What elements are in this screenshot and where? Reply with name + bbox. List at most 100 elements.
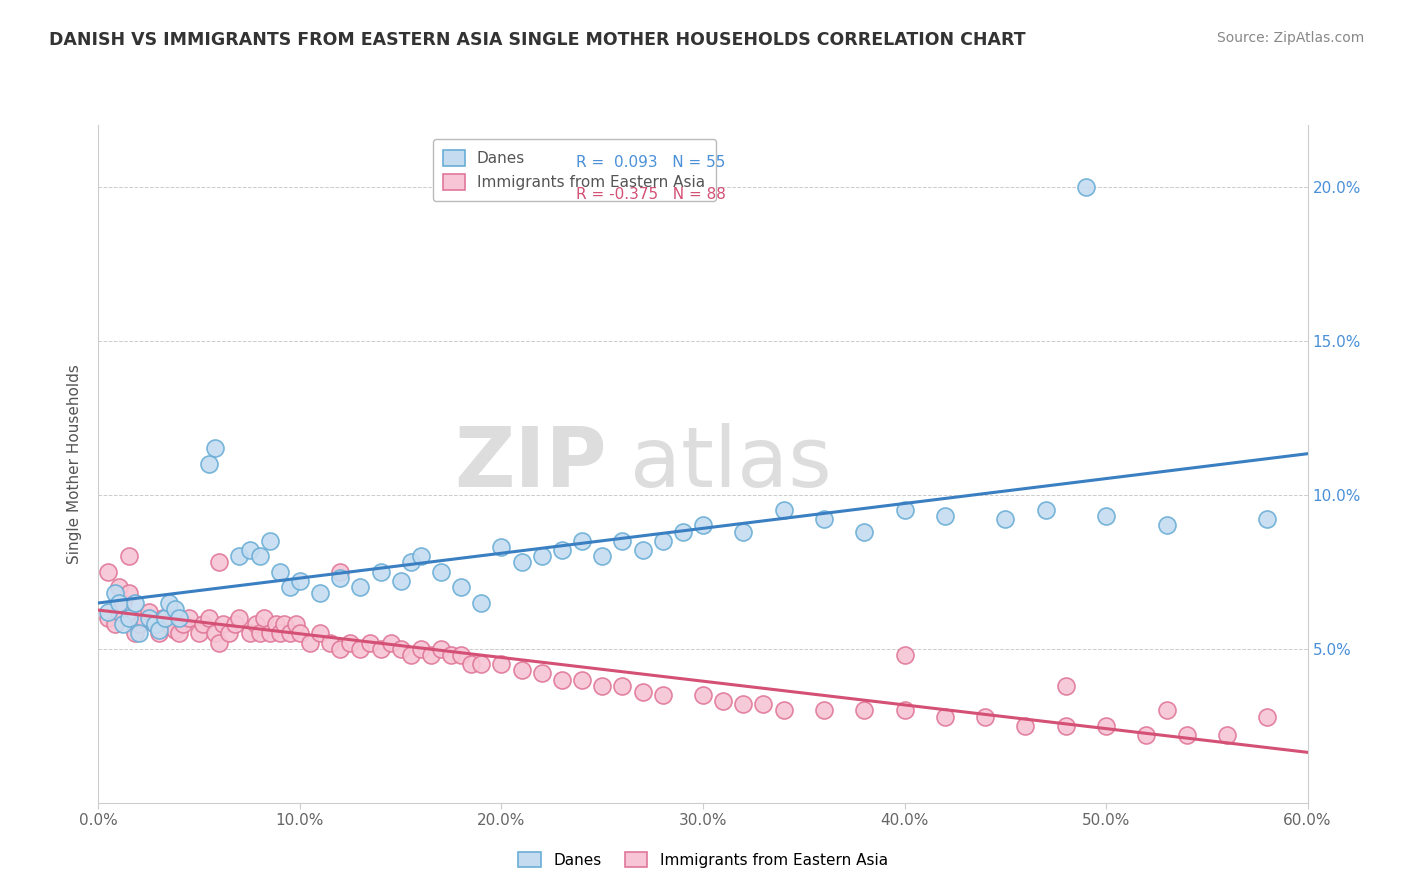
Point <box>389 641 412 656</box>
Point <box>1074 179 1097 194</box>
Point <box>1135 728 1157 742</box>
Point <box>148 626 170 640</box>
Y-axis label: Single Mother Households: Single Mother Households <box>67 364 83 564</box>
Point <box>349 580 371 594</box>
Point <box>612 679 634 693</box>
Point <box>370 641 392 656</box>
Point <box>1054 719 1077 733</box>
Point <box>893 503 915 517</box>
Point <box>994 512 1017 526</box>
Point <box>152 611 174 625</box>
Point <box>208 635 231 649</box>
Point <box>273 617 295 632</box>
Point <box>612 533 634 548</box>
Point <box>329 641 352 656</box>
Point <box>111 617 134 632</box>
Point <box>711 694 734 708</box>
Point <box>212 617 235 632</box>
Point <box>1156 518 1178 533</box>
Point <box>772 703 794 717</box>
Point <box>733 697 755 711</box>
Point <box>752 697 775 711</box>
Point <box>299 635 322 649</box>
Point <box>97 565 120 579</box>
Point <box>153 611 176 625</box>
Point <box>651 688 673 702</box>
Point <box>284 617 307 632</box>
Point <box>1256 709 1278 723</box>
Text: Source: ZipAtlas.com: Source: ZipAtlas.com <box>1216 31 1364 45</box>
Legend: Danes, Immigrants from Eastern Asia: Danes, Immigrants from Eastern Asia <box>433 139 716 201</box>
Point <box>530 666 553 681</box>
Point <box>510 556 533 570</box>
Point <box>128 617 150 632</box>
Point <box>491 540 513 554</box>
Point <box>103 617 125 632</box>
Point <box>239 543 262 558</box>
Text: atlas: atlas <box>630 424 832 504</box>
Point <box>118 549 141 564</box>
Point <box>651 533 673 548</box>
Point <box>440 648 463 662</box>
Point <box>278 580 301 594</box>
Point <box>409 641 432 656</box>
Point <box>813 512 835 526</box>
Point <box>269 626 291 640</box>
Point <box>370 565 392 579</box>
Point <box>692 688 714 702</box>
Point <box>491 657 513 672</box>
Point <box>118 611 141 625</box>
Point <box>218 626 240 640</box>
Point <box>172 617 194 632</box>
Point <box>204 626 226 640</box>
Point <box>399 648 422 662</box>
Point <box>380 635 402 649</box>
Point <box>551 543 574 558</box>
Point <box>204 442 226 456</box>
Point <box>228 611 250 625</box>
Point <box>631 685 654 699</box>
Point <box>1216 728 1239 742</box>
Point <box>157 595 180 609</box>
Point <box>934 509 956 524</box>
Point <box>450 580 472 594</box>
Point <box>264 617 287 632</box>
Point <box>143 617 166 632</box>
Point <box>893 648 915 662</box>
Text: ZIP: ZIP <box>454 424 606 504</box>
Point <box>124 626 146 640</box>
Point <box>329 571 352 585</box>
Point <box>1014 719 1036 733</box>
Point <box>974 709 997 723</box>
Point <box>143 617 166 632</box>
Point <box>853 703 876 717</box>
Point <box>111 595 134 609</box>
Point <box>399 556 422 570</box>
Legend: Danes, Immigrants from Eastern Asia: Danes, Immigrants from Eastern Asia <box>510 844 896 875</box>
Point <box>1156 703 1178 717</box>
Point <box>813 703 835 717</box>
Point <box>278 626 301 640</box>
Point <box>224 617 246 632</box>
Point <box>1256 512 1278 526</box>
Point <box>1095 509 1118 524</box>
Point <box>571 673 593 687</box>
Point <box>339 635 361 649</box>
Point <box>107 605 129 619</box>
Point <box>97 611 120 625</box>
Point <box>107 595 129 609</box>
Point <box>430 565 453 579</box>
Point <box>349 641 371 656</box>
Point <box>193 617 215 632</box>
Point <box>1175 728 1198 742</box>
Point <box>470 595 492 609</box>
Point <box>163 601 186 615</box>
Point <box>208 556 231 570</box>
Point <box>631 543 654 558</box>
Point <box>430 641 453 656</box>
Point <box>239 626 262 640</box>
Point <box>551 673 574 687</box>
Point <box>259 626 281 640</box>
Point <box>389 574 412 588</box>
Point <box>591 549 613 564</box>
